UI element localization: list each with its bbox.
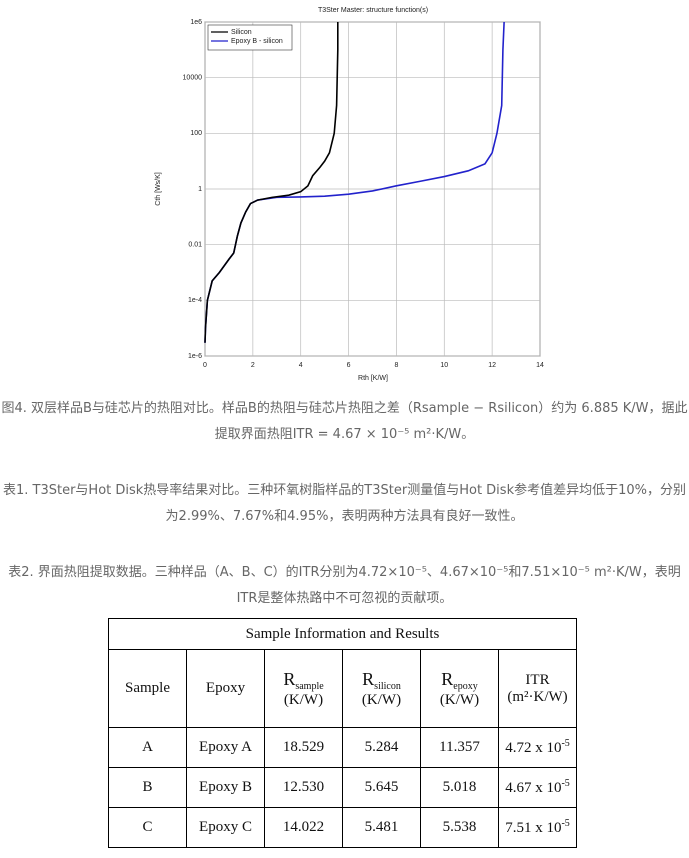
- x-tick-label: 12: [488, 362, 496, 369]
- figure-caption: 图4. 双层样品B与硅芯片的热阻对比。样品B的热阻与硅芯片热阻之差（Rsampl…: [1, 401, 688, 442]
- header-text: R: [441, 668, 454, 689]
- y-tick-label: 1e6: [190, 19, 202, 26]
- table-body: A Epoxy A 18.529 5.284 11.357 4.72 x 10-5 B Epo…: [108, 727, 577, 848]
- header-text: R: [283, 668, 296, 689]
- table-row: B Epoxy B 12.530 5.645 5.018 4.67 x 10-5: [108, 767, 577, 808]
- itr-exp: -5: [561, 778, 570, 789]
- header-cell: Rsample (K/W): [264, 649, 343, 728]
- table-cell: 14.022: [264, 807, 343, 848]
- y-axis-label: Cth [Ws/K]: [155, 172, 162, 206]
- itr-base: 4.67 x 10: [505, 780, 562, 796]
- table-cell: Epoxy B: [186, 767, 265, 808]
- x-tick-label: 8: [394, 362, 398, 369]
- table-caption: 表2. 界面热阻提取数据。三种样品（A、B、C）的ITR分别为4.72×10⁻⁵…: [8, 565, 681, 606]
- table-cell: B: [108, 767, 187, 808]
- header-unit: (K/W): [361, 691, 402, 708]
- table-caption: 表1. T3Ster与Hot Disk热导率结果对比。三种环氧树脂样品的T3St…: [2, 483, 686, 524]
- y-tick-label: 1e-4: [188, 297, 202, 304]
- table-cell: 5.284: [342, 727, 421, 768]
- header-cell: Repoxy (K/W): [420, 649, 499, 728]
- y-tick-label: 1e-6: [188, 353, 202, 360]
- table-cell: A: [108, 727, 187, 768]
- header-unit: (m²·K/W): [507, 688, 568, 705]
- header-cell: Sample: [108, 649, 187, 728]
- legend-box: [207, 24, 293, 51]
- x-tick-label: 14: [536, 362, 544, 369]
- y-tick-label: 100: [190, 130, 202, 137]
- header-unit: (K/W): [283, 691, 324, 708]
- header-cell: Rsilicon (K/W): [342, 649, 421, 728]
- x-tick-label: 10: [440, 362, 448, 369]
- table-cell: 11.357: [420, 727, 499, 768]
- table-cell: 12.530: [264, 767, 343, 808]
- table-cell: 7.51 x 10-5: [498, 807, 577, 848]
- chart: T3Ster Master: structure function(s) Rth…: [155, 7, 544, 382]
- header-cell: ITR (m²·K/W): [498, 649, 577, 728]
- x-axis-label: Rth [K/W]: [358, 375, 388, 382]
- y-tick-label: 10000: [183, 75, 203, 82]
- header-text: R: [362, 668, 375, 689]
- table-cell: 4.67 x 10-5: [498, 767, 577, 808]
- header-cell: Epoxy: [186, 649, 265, 728]
- table-row: A Epoxy A 18.529 5.284 11.357 4.72 x 10-5: [108, 727, 577, 768]
- table-cell: C: [108, 807, 187, 848]
- itr-exp: -5: [561, 818, 570, 829]
- results-table: Sample Information and Results Sample Ep…: [108, 618, 577, 848]
- table-cell: 5.018: [420, 767, 499, 808]
- table-title: Sample Information and Results: [108, 618, 577, 650]
- table-cell: Epoxy C: [186, 807, 265, 848]
- table-cell: Epoxy A: [186, 727, 265, 768]
- x-tick-label: 6: [347, 362, 351, 369]
- itr-base: 4.72 x 10: [505, 740, 562, 756]
- legend-label: Silicon: [231, 29, 252, 36]
- itr-exp: -5: [561, 738, 570, 749]
- table-cell: 5.538: [420, 807, 499, 848]
- x-tick-label: 4: [299, 362, 303, 369]
- header-sub: sample: [295, 680, 324, 692]
- header-sub: silicon: [374, 680, 401, 692]
- x-tick-label: 0: [203, 362, 207, 369]
- table-cell: 5.481: [342, 807, 421, 848]
- series-line: [204, 22, 339, 343]
- header-unit: (K/W): [439, 691, 480, 708]
- header-text: Sample: [125, 680, 170, 696]
- table-cell: 18.529: [264, 727, 343, 768]
- header-text: ITR: [525, 671, 550, 688]
- x-tick-label: 2: [251, 362, 255, 369]
- header-text: Epoxy: [205, 680, 246, 696]
- table-row: C Epoxy C 14.022 5.481 5.538 7.51 x 10-5: [108, 807, 577, 848]
- itr-base: 7.51 x 10: [505, 820, 562, 836]
- header-sub: epoxy: [453, 680, 478, 692]
- table-cell: 4.72 x 10-5: [498, 727, 577, 768]
- y-tick-label: 1: [198, 186, 202, 193]
- legend-label: Epoxy B - silicon: [231, 38, 283, 45]
- table-cell: 5.645: [342, 767, 421, 808]
- chart-title: T3Ster Master: structure function(s): [318, 7, 428, 14]
- y-tick-label: 0.01: [188, 242, 202, 249]
